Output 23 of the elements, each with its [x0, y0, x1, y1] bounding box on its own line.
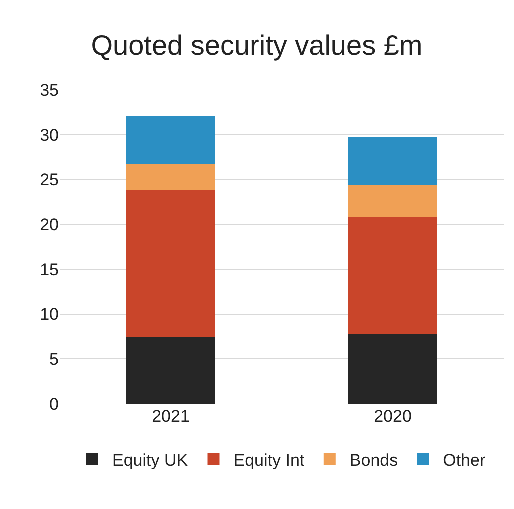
bar — [348, 334, 438, 404]
y-tick-label: 20 — [40, 216, 59, 235]
y-tick-label: 0 — [50, 394, 59, 414]
y-tick-label: 35 — [40, 80, 59, 100]
legend-label: Bonds — [350, 450, 398, 470]
bar — [348, 138, 438, 186]
bar — [348, 217, 438, 334]
bar — [348, 185, 438, 218]
legend-label: Equity Int — [234, 450, 305, 470]
legend-label: Other — [443, 450, 486, 470]
y-tick-label: 30 — [40, 126, 59, 145]
y-tick-label: 25 — [40, 170, 59, 190]
bar — [126, 190, 216, 338]
y-tick-label: 15 — [40, 260, 59, 280]
y-tick-label: 10 — [40, 305, 59, 324]
chart-title: Quoted security values £m — [91, 30, 423, 62]
y-tick-label: 5 — [50, 350, 59, 370]
x-tick-label: 2020 — [374, 407, 412, 426]
x-tick-label: 2021 — [152, 407, 190, 426]
legend-label: Equity UK — [112, 450, 189, 470]
bar — [126, 164, 216, 190]
bar — [126, 116, 216, 164]
bar — [126, 338, 216, 404]
